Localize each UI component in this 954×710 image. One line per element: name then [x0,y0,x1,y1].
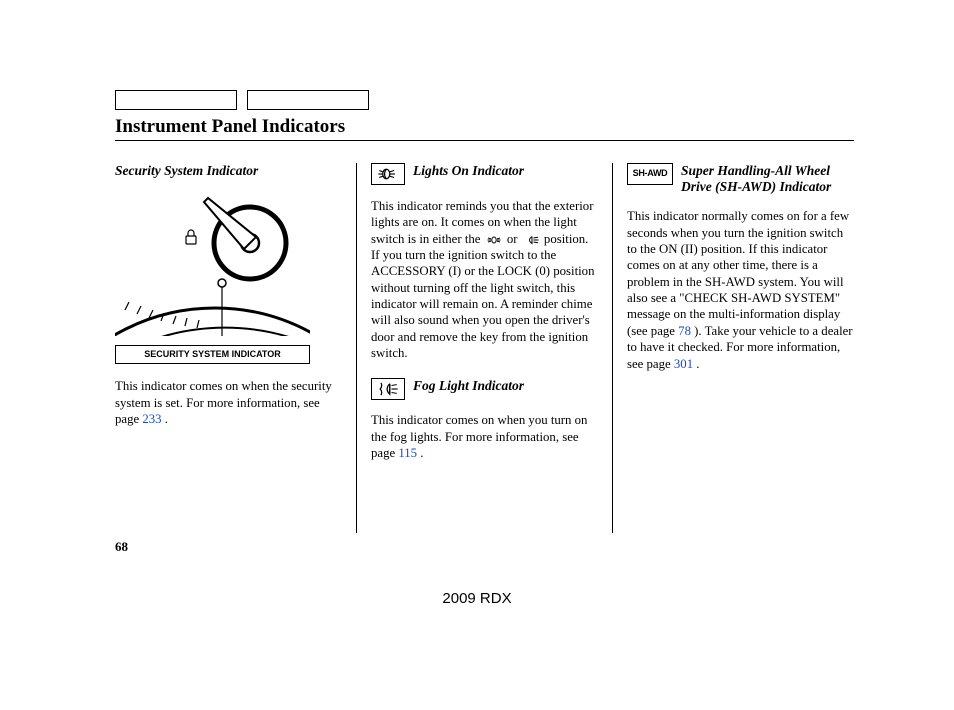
column-3: SH-AWD Super Handling-All Wheel Drive (S… [612,163,854,533]
column-1: Security System Indicator [115,163,356,533]
security-heading: Security System Indicator [115,163,342,180]
tab-placeholder-1[interactable] [115,90,237,110]
text: or [504,232,521,246]
fog-light-icon [371,378,405,400]
footer-model: 2009 RDX [0,590,954,607]
page-ref-233[interactable]: 233 [142,412,161,426]
tab-bar [115,90,854,110]
security-diagram [115,188,310,336]
page-ref-115[interactable]: 115 [398,446,417,460]
page-title: Instrument Panel Indicators [115,116,345,137]
shawd-heading: Super Handling-All Wheel Drive (SH-AWD) … [681,163,854,195]
page-number: 68 [115,539,854,555]
text: . [162,412,168,426]
lights-body: This indicator reminds you that the exte… [371,198,598,362]
manual-page: Instrument Panel Indicators Security Sys… [0,0,954,710]
lights-heading: Lights On Indicator [413,163,524,179]
tab-placeholder-2[interactable] [247,90,369,110]
text: This indicator normally comes on for a f… [627,209,849,338]
fog-heading: Fog Light Indicator [413,378,524,394]
page-ref-78[interactable]: 78 [678,324,691,338]
column-2: Lights On Indicator This indicator remin… [356,163,612,533]
fog-light-section: Fog Light Indicator This indicator comes… [371,378,598,462]
security-body: This indicator comes on when the securit… [115,378,342,427]
sh-awd-section: SH-AWD Super Handling-All Wheel Drive (S… [627,163,854,372]
fog-body: This indicator comes on when you turn on… [371,412,598,461]
page-ref-301[interactable]: 301 [674,357,693,371]
lights-on-icon [371,163,405,185]
text: . [693,357,699,371]
text: position. If you turn the ignition switc… [371,232,594,361]
lights-on-section: Lights On Indicator This indicator remin… [371,163,598,362]
headlight-icon [521,234,541,246]
sh-awd-icon: SH-AWD [627,163,673,185]
title-bar: Instrument Panel Indicators [115,116,854,141]
parking-light-icon [484,234,504,246]
content-columns: Security System Indicator [115,163,854,533]
shawd-body: This indicator normally comes on for a f… [627,208,854,372]
text: . [417,446,423,460]
diagram-caption: SECURITY SYSTEM INDICATOR [115,345,310,364]
